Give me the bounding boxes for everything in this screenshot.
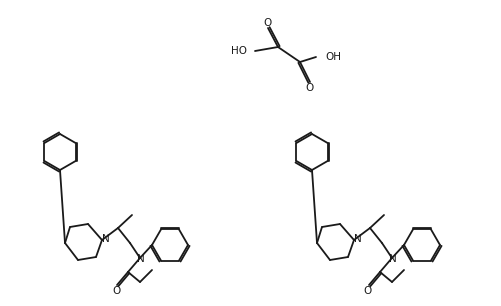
Text: O: O bbox=[306, 83, 314, 93]
Text: HO: HO bbox=[231, 46, 247, 56]
Text: N: N bbox=[102, 234, 110, 244]
Text: O: O bbox=[264, 18, 272, 28]
Text: N: N bbox=[354, 234, 362, 244]
Text: O: O bbox=[112, 286, 120, 296]
Text: N: N bbox=[137, 254, 145, 264]
Text: O: O bbox=[364, 286, 372, 296]
Text: OH: OH bbox=[325, 52, 341, 62]
Text: N: N bbox=[389, 254, 397, 264]
